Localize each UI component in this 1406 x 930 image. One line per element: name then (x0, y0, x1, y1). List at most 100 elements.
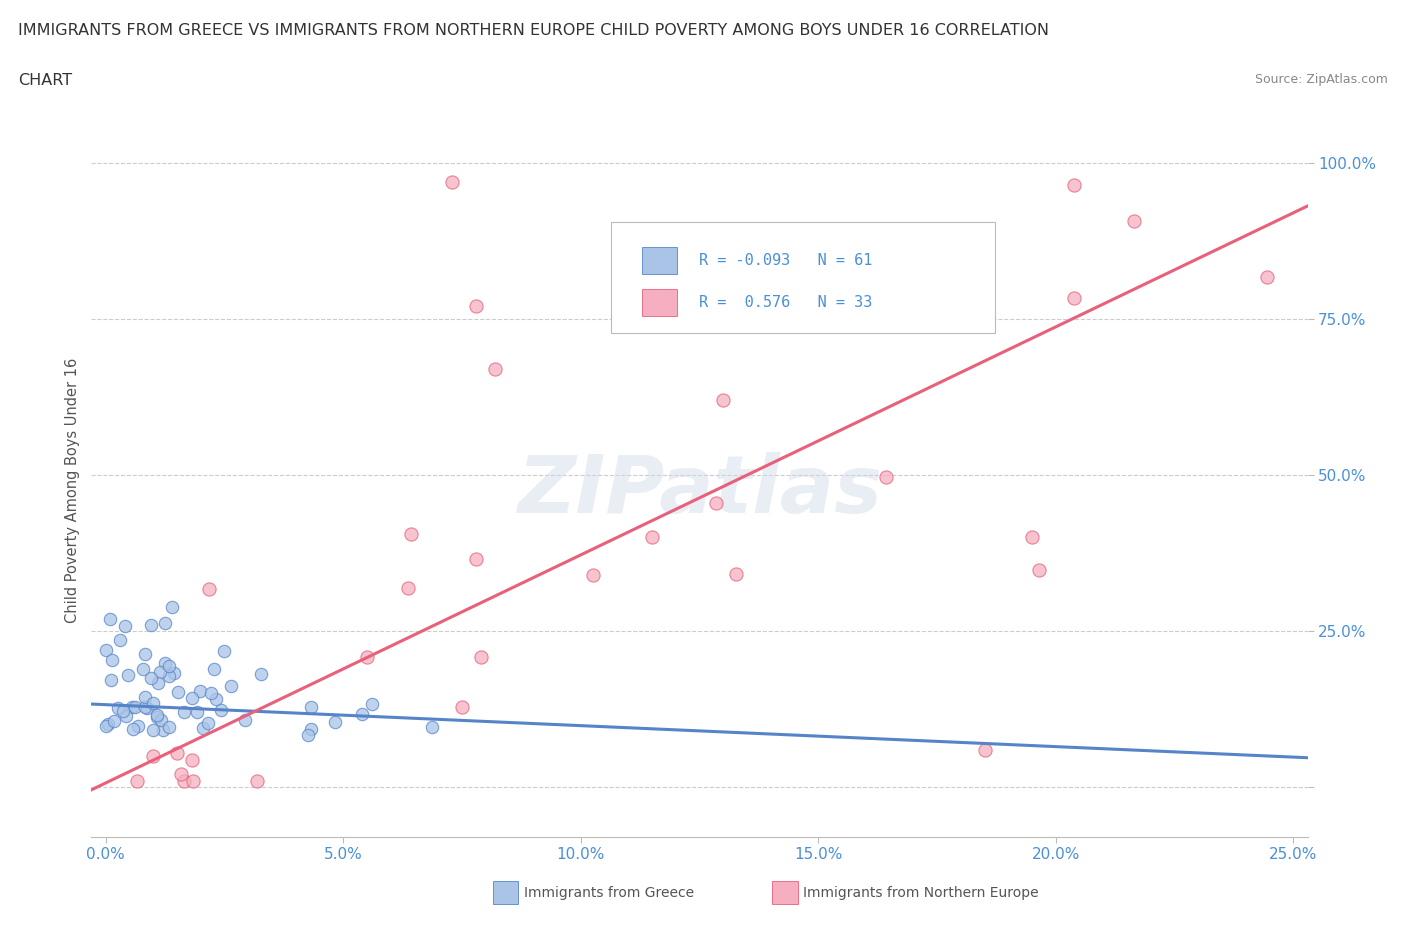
Point (711, 392, 734, 407)
Point (250, 667, 273, 682)
Text: Source: ZipAtlas.com: Source: ZipAtlas.com (1254, 73, 1388, 86)
Point (181, 752, 204, 767)
Point (160, 599, 183, 614)
Point (214, 644, 236, 659)
Point (1123, 213, 1146, 228)
Point (465, 551, 488, 566)
Point (297, 727, 319, 742)
Point (180, 690, 202, 705)
Point (186, 704, 208, 719)
Text: CHART: CHART (18, 73, 72, 87)
Point (1063, 291, 1085, 306)
Point (132, 661, 155, 676)
Point (142, 723, 165, 737)
FancyBboxPatch shape (610, 221, 995, 333)
Point (173, 774, 195, 789)
Point (350, 706, 373, 721)
Point (142, 749, 165, 764)
Point (973, 742, 995, 757)
Point (170, 766, 193, 781)
Point (173, 705, 195, 720)
Point (121, 700, 143, 715)
Point (188, 684, 211, 698)
Point (97, 717, 120, 732)
Point (204, 692, 226, 707)
Point (100, 611, 122, 626)
Point (94, 718, 117, 733)
Point (399, 526, 422, 541)
Point (582, 567, 605, 582)
Point (470, 650, 492, 665)
Point (153, 616, 176, 631)
Point (148, 676, 170, 691)
Point (949, 279, 972, 294)
Point (94, 643, 117, 658)
Point (148, 664, 170, 679)
Point (1021, 530, 1043, 545)
Point (166, 746, 188, 761)
Point (641, 530, 664, 545)
Point (134, 690, 156, 705)
Point (1063, 178, 1085, 193)
Point (484, 362, 506, 377)
Point (209, 702, 232, 717)
Point (360, 697, 382, 711)
Point (107, 700, 129, 715)
Point (134, 700, 156, 715)
Point (157, 720, 180, 735)
Point (134, 646, 156, 661)
Point (396, 580, 419, 595)
Point (142, 696, 165, 711)
Point (152, 723, 174, 737)
Point (1256, 270, 1278, 285)
Point (127, 718, 149, 733)
Point (181, 774, 204, 789)
Point (356, 649, 378, 664)
Point (115, 708, 138, 723)
Point (141, 618, 163, 632)
Text: R =  0.576   N = 33: R = 0.576 N = 33 (699, 295, 872, 310)
Text: Immigrants from Northern Europe: Immigrants from Northern Europe (803, 885, 1039, 900)
Point (202, 661, 225, 676)
Point (103, 714, 125, 729)
Point (859, 305, 882, 320)
Text: ZIPatlas: ZIPatlas (517, 452, 882, 529)
Point (101, 653, 124, 668)
Point (299, 699, 322, 714)
Point (197, 716, 219, 731)
Point (451, 699, 474, 714)
Point (153, 656, 176, 671)
Text: R = -0.093   N = 61: R = -0.093 N = 61 (699, 253, 872, 268)
Point (108, 633, 131, 648)
Point (420, 720, 443, 735)
Text: IMMIGRANTS FROM GREECE VS IMMIGRANTS FROM NORTHERN EUROPE CHILD POVERTY AMONG BO: IMMIGRANTS FROM GREECE VS IMMIGRANTS FRO… (18, 23, 1049, 38)
Y-axis label: Child Poverty Among Boys Under 16: Child Poverty Among Boys Under 16 (65, 358, 80, 623)
Point (124, 699, 146, 714)
Point (114, 619, 136, 634)
Point (875, 469, 897, 484)
Text: Immigrants from Greece: Immigrants from Greece (523, 885, 693, 900)
Point (465, 299, 488, 314)
Point (146, 708, 169, 723)
Point (1028, 563, 1050, 578)
Point (724, 566, 747, 581)
Point (219, 679, 242, 694)
Point (233, 712, 256, 727)
Point (299, 722, 322, 737)
Point (704, 496, 727, 511)
Point (150, 712, 173, 727)
Point (141, 671, 163, 685)
Point (200, 685, 222, 700)
Bar (643, 289, 676, 316)
Point (197, 581, 219, 596)
Point (191, 720, 214, 735)
Point (323, 714, 346, 729)
Point (111, 703, 134, 718)
Point (162, 665, 184, 680)
Point (117, 668, 139, 683)
Point (146, 710, 169, 724)
Point (157, 669, 180, 684)
Point (122, 722, 145, 737)
Point (246, 774, 269, 789)
Point (167, 684, 190, 699)
